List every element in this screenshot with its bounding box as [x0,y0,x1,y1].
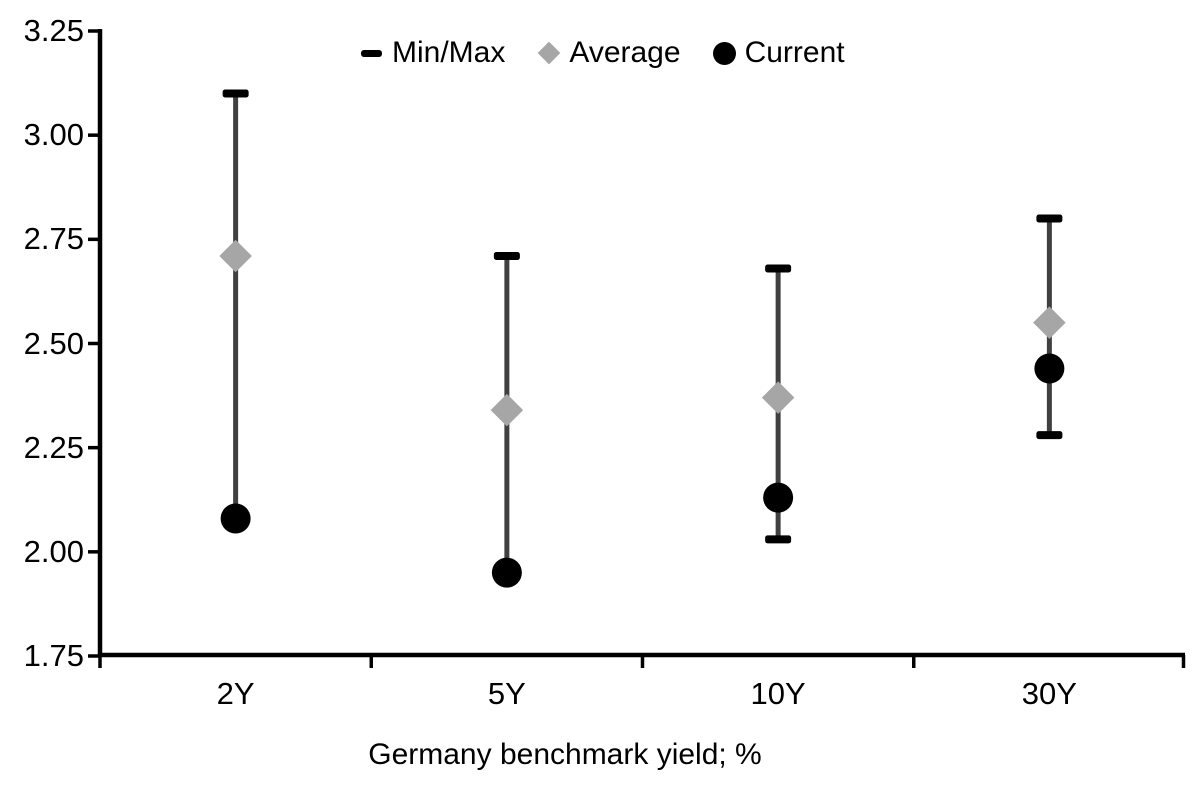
min-cap-30y [1036,431,1063,440]
x-category-label-5y: 5Y [487,676,526,711]
y-tick-label: 2.50 [23,325,84,361]
current-marker-10y [763,482,794,513]
current-marker-5y [491,557,522,588]
current-marker-30y [1034,353,1065,384]
max-cap-2y [222,89,249,98]
current-circle-icon [712,41,736,65]
average-marker-30y [1033,306,1066,339]
current-circle-glyph [712,41,736,65]
legend-item-average: Average [537,36,681,70]
legend-item-minmax: Min/Max [360,36,505,70]
legend-label-current: Current [744,36,845,69]
x-category-label-10y: 10Y [750,676,806,711]
y-tick-label: 3.25 [23,13,84,48]
legend-label-minmax: Min/Max [392,36,506,69]
average-diamond-icon [537,41,561,65]
current-marker-2y [220,503,251,534]
y-tick-label: 2.00 [23,533,84,569]
max-cap-5y [493,252,520,260]
minmax-dash-glyph [361,49,382,57]
max-cap-10y [765,264,792,273]
min-cap-10y [765,535,792,544]
legend-item-current: Current [712,36,845,70]
x-category-label-30y: 30Y [1021,676,1077,711]
legend-label-average: Average [569,36,681,69]
average-marker-5y [490,393,524,427]
y-tick-label: 3.00 [23,117,84,153]
minmax-dash-icon [360,42,383,65]
average-diamond-glyph [537,41,561,65]
y-tick-label: 2.25 [23,429,84,465]
average-marker-2y [219,239,252,273]
x-category-label-2y: 2Y [216,676,255,711]
max-cap-30y [1036,214,1063,223]
y-tick-label: 1.75 [23,638,84,673]
y-tick-label: 2.75 [23,221,84,257]
x-axis-title: Germany benchmark yield; % [368,738,762,771]
average-marker-10y [761,381,795,414]
legend: Min/Max Average Current [360,36,845,70]
